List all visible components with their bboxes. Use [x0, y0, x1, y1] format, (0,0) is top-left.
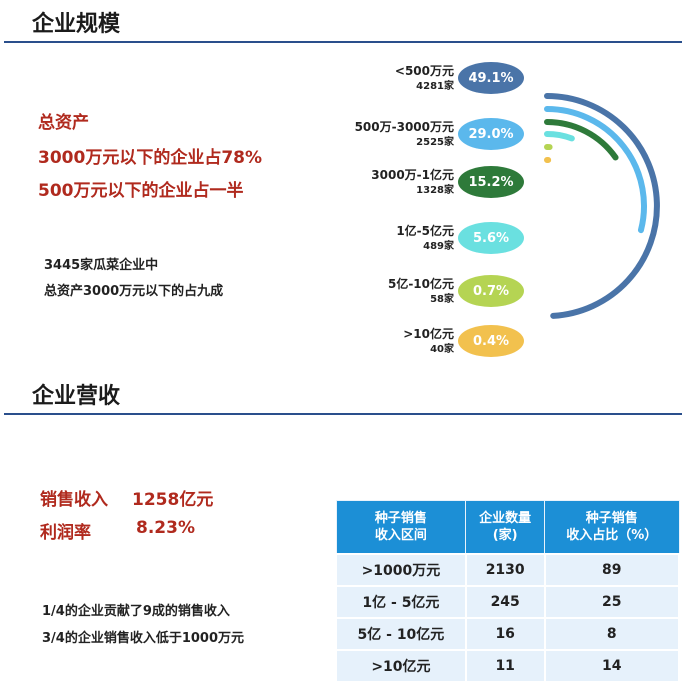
radial-bar-1 [547, 109, 644, 230]
table-cell: 11 [466, 650, 545, 682]
profit-label: 利润率 [40, 518, 91, 543]
table-cell: >10亿元 [336, 650, 466, 682]
header-share: 种子销售收入占比（%） [545, 501, 679, 555]
table-cell: 245 [466, 586, 545, 618]
table-cell: 25 [545, 586, 679, 618]
revenue-value: 1258亿元 [132, 485, 213, 510]
radial-bar-3 [547, 134, 572, 138]
table-cell: 14 [545, 650, 679, 682]
table-cell: 8 [545, 618, 679, 650]
table-cell: 5亿 - 10亿元 [336, 618, 466, 650]
divider [4, 413, 682, 415]
table-cell: 2130 [466, 554, 545, 586]
revenue-note-2: 3/4的企业销售收入低于1000万元 [42, 627, 244, 646]
revenue-note-1: 1/4的企业贡献了9成的销售收入 [42, 600, 230, 619]
table-cell: 1亿 - 5亿元 [336, 586, 466, 618]
table-cell: 16 [466, 618, 545, 650]
header-count: 企业数量(家) [466, 501, 545, 555]
table-cell: >1000万元 [336, 554, 466, 586]
section-title-revenue: 企业营收 [32, 378, 120, 410]
radial-bars [0, 0, 686, 400]
profit-value: 8.23% [136, 518, 195, 538]
header-range: 种子销售收入区间 [336, 501, 466, 555]
revenue-label: 销售收入 [40, 485, 108, 510]
table-cell: 89 [545, 554, 679, 586]
